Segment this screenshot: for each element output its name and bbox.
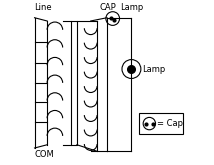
Text: Line: Line: [34, 3, 52, 12]
Text: CAP: CAP: [100, 3, 116, 12]
Bar: [139, 113, 183, 134]
Bar: [71, 21, 77, 145]
Text: Lamp: Lamp: [120, 3, 144, 12]
Text: = Cap: = Cap: [157, 119, 183, 128]
Text: Lamp: Lamp: [142, 65, 165, 74]
Text: COM: COM: [34, 150, 54, 159]
